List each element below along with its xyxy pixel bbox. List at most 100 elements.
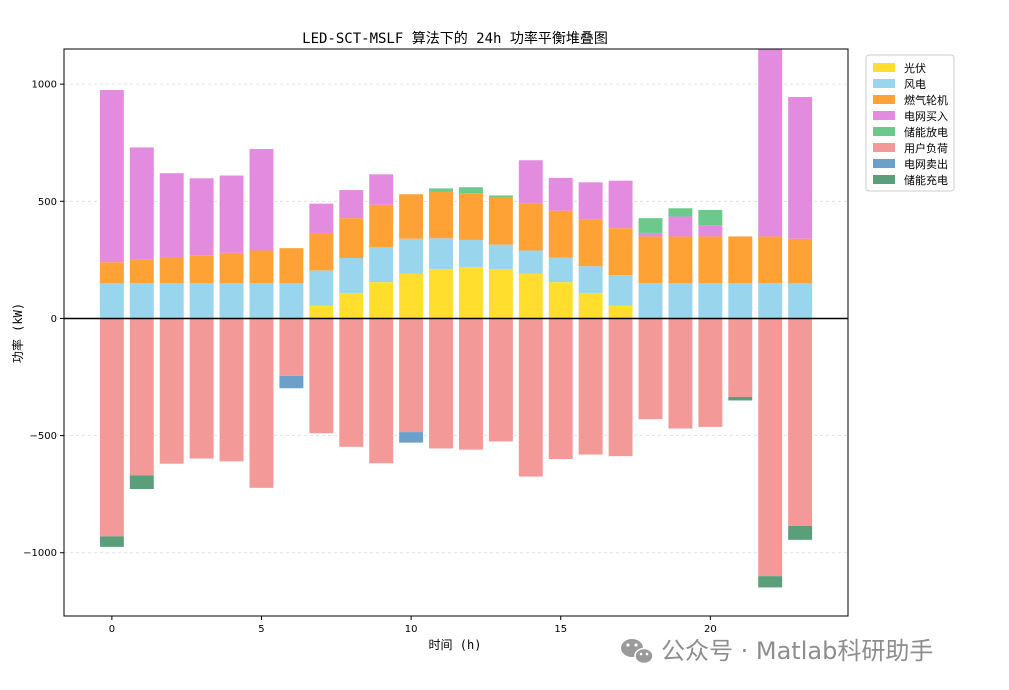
legend-item-label: 储能放电: [904, 125, 948, 139]
bar-风电-12: [458, 239, 483, 267]
bar-用户负荷-4: [219, 318, 244, 462]
bar-风电-0: [99, 283, 124, 319]
bar-储能放电-18: [638, 218, 663, 233]
bar-风电-3: [189, 283, 214, 319]
bar-用户负荷-22: [758, 318, 783, 577]
bar-风电-5: [249, 283, 274, 319]
legend-item-label: 电网卖出: [904, 157, 948, 171]
bar-用户负荷-0: [99, 318, 124, 537]
legend-swatch: [873, 111, 895, 120]
bar-电网买入-20: [698, 225, 723, 237]
legend-item-label: 光伏: [904, 61, 926, 75]
bar-光伏-7: [309, 305, 334, 319]
legend-item-label: 风电: [904, 78, 926, 91]
chart-title: LED-SCT-MSLF 算法下的 24h 功率平衡堆叠图: [302, 30, 608, 47]
x-tick-label: 20: [704, 624, 717, 635]
legend-swatch: [873, 159, 895, 168]
bar-储能放电-12: [458, 187, 483, 194]
bar-电网买入-3: [189, 178, 214, 256]
bar-风电-4: [219, 283, 244, 319]
bar-用户负荷-13: [488, 318, 513, 442]
bar-燃气轮机-9: [369, 204, 394, 247]
bar-燃气轮机-3: [189, 255, 214, 284]
bar-风电-17: [608, 275, 633, 306]
y-tick-label: 1000: [32, 80, 57, 91]
bar-光伏-16: [578, 293, 603, 319]
bar-用户负荷-15: [548, 318, 573, 460]
bar-用户负荷-14: [518, 318, 543, 477]
bar-电网买入-18: [638, 232, 663, 237]
legend-box: [865, 54, 955, 192]
bar-光伏-11: [429, 269, 454, 319]
bar-用户负荷-12: [458, 318, 483, 450]
bar-风电-11: [429, 238, 454, 270]
legend-item-label: 电网买入: [904, 110, 948, 123]
x-tick-label: 10: [405, 624, 418, 635]
watermark: 公众号 · Matlab科研助手: [621, 637, 933, 665]
bar-燃气轮机-13: [488, 197, 513, 245]
x-axis-label: 时间 (h): [429, 638, 482, 652]
bar-燃气轮机-10: [399, 194, 424, 239]
bar-燃气轮机-12: [458, 193, 483, 240]
bar-燃气轮机-0: [99, 262, 124, 284]
y-axis-label: 功率 (kW): [10, 303, 25, 363]
axes: 0 5 10 15 20 −1000 −500 0 500 1000: [23, 48, 849, 635]
bar-储能放电-19: [668, 208, 693, 217]
bar-电网买入-19: [668, 216, 693, 237]
bar-风电-9: [369, 246, 394, 283]
bar-风电-18: [638, 283, 663, 319]
bar-用户负荷-10: [399, 318, 424, 433]
bar-燃气轮机-17: [608, 228, 633, 276]
bar-风电-6: [279, 283, 304, 319]
bar-用户负荷-17: [608, 318, 633, 457]
legend-swatch: [873, 63, 895, 72]
bar-风电-19: [668, 283, 693, 319]
bar-电网买入-8: [339, 190, 364, 219]
bar-光伏-9: [369, 282, 394, 319]
y-tick-label: −1000: [23, 548, 57, 559]
bar-电网买入-4: [219, 175, 244, 253]
bar-风电-8: [339, 257, 364, 294]
bar-用户负荷-16: [578, 318, 603, 455]
legend-item-label: 储能充电: [904, 173, 948, 187]
bar-燃气轮机-19: [668, 236, 693, 284]
bar-电网买入-9: [369, 174, 394, 205]
x-tick-label: 0: [109, 624, 115, 635]
bar-电网买入-5: [249, 149, 274, 251]
bar-光伏-17: [608, 305, 633, 319]
bar-光伏-12: [458, 266, 483, 319]
bar-燃气轮机-15: [548, 210, 573, 258]
x-tick-label: 15: [554, 624, 567, 635]
bar-燃气轮机-22: [758, 236, 783, 284]
bars: [99, 49, 813, 588]
bar-用户负荷-9: [369, 318, 394, 464]
bar-用户负荷-11: [429, 318, 454, 449]
bar-燃气轮机-21: [728, 236, 753, 284]
bar-电网买入-14: [518, 160, 543, 204]
bar-光伏-15: [548, 282, 573, 319]
legend-swatch: [873, 143, 895, 152]
bar-储能充电-0: [99, 536, 124, 547]
bar-电网买入-17: [608, 180, 633, 229]
bar-燃气轮机-7: [309, 232, 334, 271]
bar-储能放电-13: [488, 195, 513, 198]
bar-风电-16: [578, 266, 603, 294]
legend-swatch: [873, 79, 895, 88]
bar-用户负荷-21: [728, 318, 753, 397]
bar-用户负荷-7: [309, 318, 334, 434]
x-tick-label: 5: [258, 624, 264, 635]
bar-光伏-14: [518, 273, 543, 319]
bar-用户负荷-8: [339, 318, 364, 447]
bar-风电-7: [309, 270, 334, 306]
bar-风电-20: [698, 283, 723, 319]
bar-燃气轮机-2: [159, 257, 184, 284]
bar-储能充电-22: [758, 576, 783, 588]
bar-储能充电-1: [129, 475, 154, 490]
bar-燃气轮机-23: [788, 238, 813, 284]
watermark-text: 公众号 · Matlab科研助手: [661, 637, 933, 665]
bar-风电-13: [488, 244, 513, 270]
bar-用户负荷-3: [189, 318, 214, 459]
legend-item-label: 燃气轮机: [904, 93, 948, 107]
bar-用户负荷-6: [279, 318, 304, 376]
